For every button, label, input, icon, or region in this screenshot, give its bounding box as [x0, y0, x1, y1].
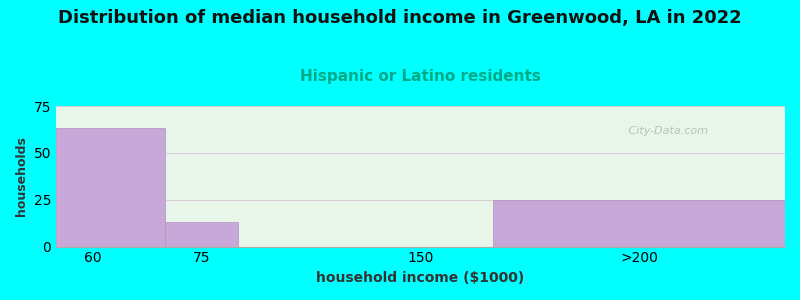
Bar: [56, 128, 166, 247]
Y-axis label: households: households: [15, 136, 28, 216]
Bar: [166, 222, 238, 247]
Bar: [494, 200, 785, 247]
Text: City-Data.com: City-Data.com: [625, 126, 708, 136]
Text: Distribution of median household income in Greenwood, LA in 2022: Distribution of median household income …: [58, 9, 742, 27]
X-axis label: household income ($1000): household income ($1000): [316, 271, 525, 285]
Title: Hispanic or Latino residents: Hispanic or Latino residents: [300, 69, 541, 84]
